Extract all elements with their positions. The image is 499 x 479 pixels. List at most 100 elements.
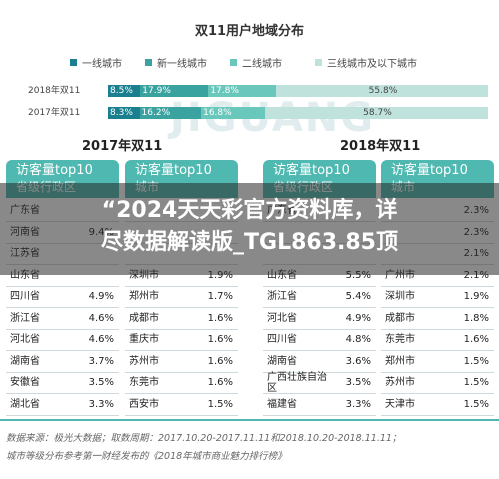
table-row-divider (6, 393, 119, 394)
table-cell-value: 1.6% (207, 355, 233, 367)
table-row-divider (125, 350, 238, 351)
table-row-divider (6, 371, 119, 373)
table-row-divider (381, 285, 494, 287)
bar-segment: 17.8% (208, 85, 276, 97)
table-cell-name: 四川省 (267, 334, 297, 345)
table-cell-name: 深圳市 (129, 269, 159, 281)
table-cell-name: 苏州市 (129, 355, 159, 367)
table-row-divider (381, 393, 494, 394)
table-header-title: 访客量top10 (391, 163, 468, 178)
table-row-divider (6, 350, 119, 351)
year-title-2018: 2018年双11 (340, 139, 421, 154)
table-header-title: 访客量top10 (135, 163, 212, 178)
legend-label: 新一线城市 (157, 59, 207, 70)
table-cell-name: 湖南省 (10, 355, 40, 367)
chart-title: 双11用户地域分布 (194, 24, 305, 39)
table-cell-value: 4.9% (345, 312, 371, 324)
table-row-divider (263, 285, 376, 287)
table-cell-name: 天津市 (385, 398, 415, 410)
table-row-divider (125, 307, 238, 308)
table-row-divider (6, 328, 119, 330)
overlay-banner (0, 183, 499, 275)
table-cell-value: 1.6% (207, 312, 233, 324)
table-row-divider (263, 328, 376, 330)
footnote-source: 数据来源：极光大数据；取数周期：2017.10.20-2017.11.11和20… (6, 433, 402, 444)
table-row-divider (263, 307, 376, 308)
table-cell-value: 1.9% (463, 291, 489, 302)
bar-segment: 17.9% (140, 85, 209, 97)
table-cell-value: 3.7% (88, 355, 114, 367)
legend-label: 三线城市及以下城市 (327, 59, 417, 70)
table-row-divider (125, 393, 238, 394)
table-row-divider (6, 285, 119, 287)
legend-item: 一线城市 (70, 55, 122, 70)
table-row-divider (263, 393, 376, 394)
bar-segment: 58.7% (264, 107, 488, 119)
table-row-divider (125, 285, 238, 287)
legend-item: 新一线城市 (145, 55, 207, 70)
legend-label: 一线城市 (82, 59, 122, 70)
bar-category-label: 2017年双11 (28, 108, 81, 118)
table-cell-value: 1.5% (463, 355, 489, 367)
table-cell-name: 郑州市 (129, 291, 159, 302)
footer-divider (0, 419, 499, 421)
table-cell-value: 2.1% (463, 269, 489, 281)
table-header-title: 访客量top10 (16, 163, 93, 178)
table-cell-name: 福建省 (267, 398, 297, 410)
legend-swatch (70, 59, 77, 66)
table-cell-name: 苏州市 (385, 377, 415, 388)
table-row-divider (381, 307, 494, 308)
table-cell-name: 成都市 (129, 312, 159, 324)
table-cell-name: 山东省 (10, 269, 40, 281)
overlay-banner-text: “2024天天彩官方资料库，详 尽数据解读版_TGL863.85顶 (0, 195, 499, 259)
table-row-divider (6, 307, 119, 308)
legend-swatch (230, 59, 237, 66)
table-cell-value: 1.9% (207, 269, 233, 281)
table-cell-value: 1.5% (463, 398, 489, 410)
table-cell-value: 4.9% (88, 291, 114, 302)
bar-segment: 16.8% (201, 107, 265, 119)
table-cell-name: 重庆市 (129, 334, 159, 345)
bar-track: 8.3% 16.2% 16.8% 58.7% (108, 107, 488, 119)
bar-row: 2018年双11 8.5% 17.9% 17.8% 55.8% (28, 85, 488, 97)
table-cell-value: 3.5% (88, 377, 114, 388)
table-row-divider (125, 414, 238, 416)
legend-label: 二线城市 (242, 59, 282, 70)
table-cell-name: 深圳市 (385, 291, 415, 302)
bar-segment: 8.3% (108, 107, 140, 119)
table-cell-name: 湖南省 (267, 355, 297, 367)
bar-category-label: 2018年双11 (28, 86, 81, 96)
table-row-divider (6, 414, 119, 416)
bar-segment: 8.5% (108, 85, 141, 97)
table-cell-value: 4.8% (345, 334, 371, 345)
table-header-title: 访客量top10 (273, 163, 350, 178)
table-row-divider (125, 328, 238, 330)
table-cell-name: 西安市 (129, 398, 159, 410)
table-row-divider (381, 371, 494, 373)
banner-line-1: “2024天天彩官方资料库，详 (101, 198, 398, 223)
table-cell-value: 1.8% (463, 312, 489, 324)
table-row-divider (381, 350, 494, 351)
table-cell-name: 河北省 (267, 312, 297, 324)
table-cell-name: 四川省 (10, 291, 40, 302)
table-cell-name: 山东省 (267, 269, 297, 281)
table-cell-value: 3.6% (345, 355, 371, 367)
year-title-2017: 2017年双11 (82, 139, 163, 154)
table-cell-name: 广州市 (385, 269, 415, 281)
legend-item: 三线城市及以下城市 (315, 55, 417, 70)
banner-line-2: 尽数据解读版_TGL863.85顶 (101, 230, 398, 255)
table-cell-value: 3.3% (345, 398, 371, 410)
footnote-reference: 城市等级分布参考第一财经发布的《2018年城市商业魅力排行榜》 (6, 451, 287, 462)
table-cell-value: 3.3% (88, 398, 114, 410)
table-cell-name: 湖北省 (10, 398, 40, 410)
bar-track: 8.5% 17.9% 17.8% 55.8% (108, 85, 488, 97)
legend-swatch (145, 59, 152, 66)
table-row-divider (381, 414, 494, 416)
legend-swatch (315, 59, 322, 66)
table-cell-value: 1.5% (463, 377, 489, 388)
table-row-divider (125, 371, 238, 373)
table-cell-name: 河北省 (10, 334, 40, 345)
table-cell-name: 成都市 (385, 312, 415, 324)
table-cell-name: 浙江省 (267, 291, 297, 302)
table-row-divider (263, 371, 376, 373)
